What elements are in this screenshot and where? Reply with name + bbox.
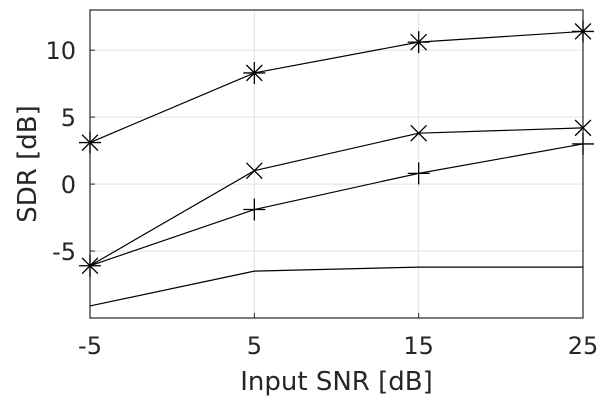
data-point-marker bbox=[243, 61, 266, 84]
series-4 bbox=[89, 266, 583, 307]
axis-ticks: -5 5 15 25 -5 0 5 10 bbox=[45, 37, 598, 360]
data-point-marker bbox=[407, 31, 430, 54]
data-point-marker bbox=[574, 119, 592, 137]
series-line bbox=[89, 127, 584, 267]
x-tick-label: -5 bbox=[78, 332, 102, 360]
y-tick-label: 0 bbox=[61, 171, 76, 199]
series-3 bbox=[79, 132, 594, 277]
data-point-marker bbox=[572, 132, 594, 155]
y-tick-label: 10 bbox=[45, 37, 76, 65]
data-point-marker bbox=[572, 20, 594, 43]
x-axis-label: Input SNR [dB] bbox=[240, 367, 433, 397]
plot-area-frame bbox=[89, 9, 584, 319]
y-tick-label: -5 bbox=[52, 238, 76, 266]
data-point-marker bbox=[243, 198, 266, 221]
grid-lines bbox=[89, 10, 584, 318]
data-point-marker bbox=[407, 162, 430, 185]
series-line bbox=[89, 266, 583, 307]
series-group bbox=[79, 20, 594, 307]
x-tick-label: 5 bbox=[247, 332, 262, 360]
data-point-marker bbox=[245, 162, 263, 180]
y-axis-label: SDR [dB] bbox=[13, 105, 43, 222]
x-tick-label: 25 bbox=[568, 332, 599, 360]
series-line bbox=[89, 143, 584, 267]
data-point-marker bbox=[410, 124, 428, 142]
series-1 bbox=[79, 20, 594, 154]
y-tick-label: 5 bbox=[61, 104, 76, 132]
series-line bbox=[89, 30, 584, 144]
data-point-marker bbox=[79, 131, 101, 154]
data-point-marker bbox=[79, 254, 101, 277]
x-tick-label: 15 bbox=[403, 332, 434, 360]
